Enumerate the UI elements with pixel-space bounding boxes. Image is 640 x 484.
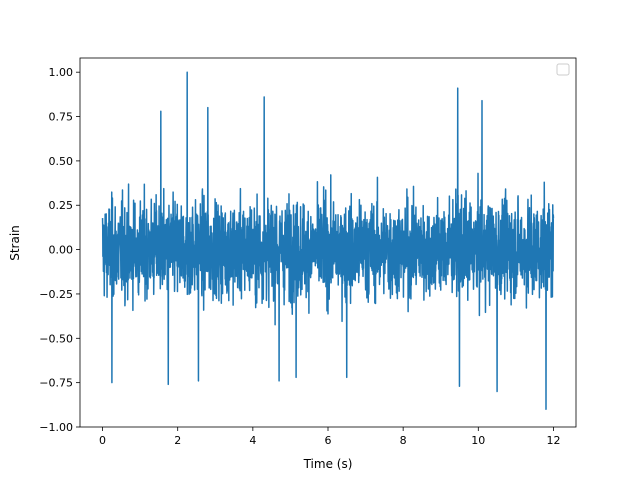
y-tick-label: 0.50 (49, 155, 74, 168)
axes: 0 2 4 6 8 10 12 −1.00 −0.75 −0.50 −0.25 0.00 0.25 0.5… (39, 57, 577, 447)
x-tick-label: 12 (546, 434, 560, 447)
strain-series-line (101, 71, 555, 411)
y-axis-label: Strain (8, 225, 22, 261)
y-tick-label: −0.50 (39, 332, 73, 345)
x-tick-label: 8 (400, 434, 407, 447)
x-tick-label: 2 (174, 434, 181, 447)
y-tick-label: 0.00 (49, 244, 74, 257)
y-tick-label: 1.00 (49, 66, 74, 79)
y-tick-label: 0.25 (49, 199, 74, 212)
x-tick-label: 4 (249, 434, 256, 447)
y-tick-label: −0.75 (39, 377, 73, 390)
x-axis-label: Time (s) (303, 457, 353, 471)
y-tick-label: −1.00 (39, 421, 73, 434)
y-tick-label: −0.25 (39, 288, 73, 301)
plot-area (101, 71, 555, 411)
x-tick-label: 10 (471, 434, 485, 447)
legend-box (556, 63, 570, 76)
y-tick-label: 0.75 (49, 111, 74, 124)
x-tick-label: 0 (99, 434, 106, 447)
x-tick-label: 6 (325, 434, 332, 447)
